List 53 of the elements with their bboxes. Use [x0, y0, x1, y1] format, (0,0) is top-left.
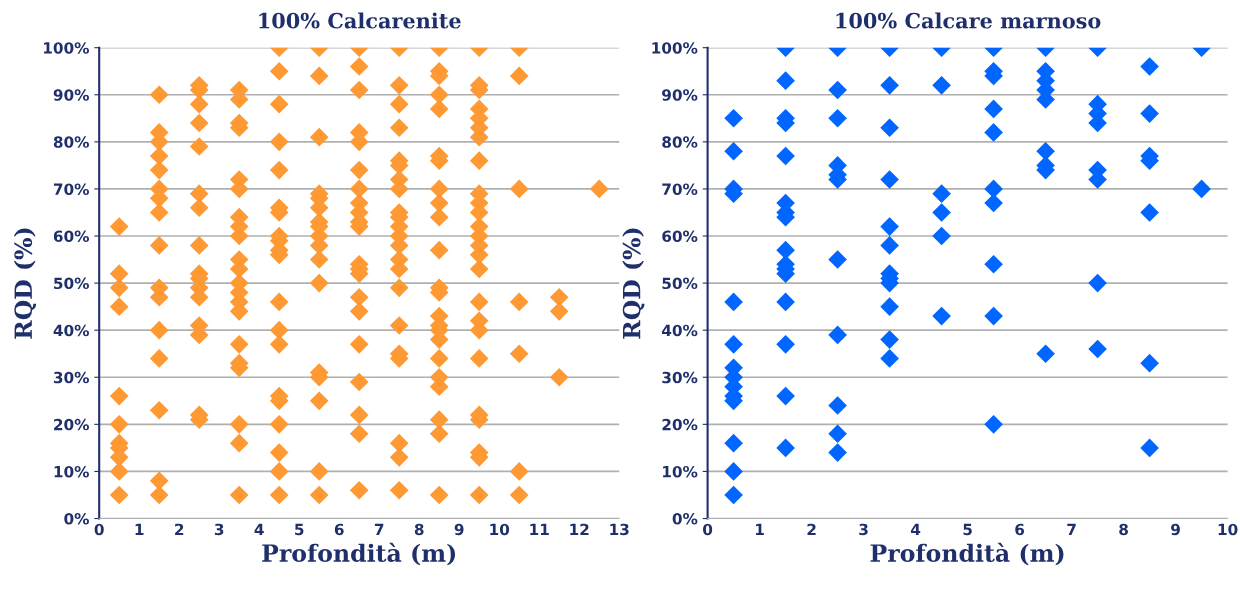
x-tick-label: 4 [910, 523, 921, 535]
y-tick-label: 10% [54, 465, 89, 478]
x-tick-label: 5 [963, 523, 972, 536]
x-axis-title: Profondità (m) [870, 542, 1064, 566]
x-tick-label: 2 [807, 523, 816, 535]
x-tick-label: 0 [703, 523, 713, 536]
y-axis-title: RQD (%) [622, 228, 645, 339]
y-tick-label: 20% [662, 418, 698, 431]
y-tick-label: 40% [662, 324, 698, 337]
y-tick-label: 70% [53, 183, 89, 195]
y-tick-label: 20% [54, 418, 89, 431]
y-tick-label: 10% [663, 465, 698, 478]
y-axis-title: RQD (%) [13, 228, 37, 339]
y-tick-label: 70% [662, 183, 698, 195]
x-tick-label: 6 [1015, 523, 1025, 536]
x-tick-label: 7 [374, 523, 384, 535]
x-tick-label: 8 [1119, 523, 1128, 536]
x-tick-label: 0 [94, 523, 104, 536]
x-tick-label: 12 [570, 523, 589, 535]
y-tick-label: 50% [662, 277, 698, 290]
y-tick-label: 80% [662, 136, 698, 148]
y-tick-label: 0% [672, 512, 698, 525]
x-tick-label: 5 [295, 523, 304, 536]
y-tick-label: 40% [53, 324, 89, 337]
x-tick-label: 3 [859, 523, 868, 536]
y-tick-label: 0% [64, 512, 89, 525]
x-tick-label: 3 [214, 523, 224, 536]
x-tick-label: 7 [1067, 523, 1076, 535]
x-tick-label: 13 [610, 523, 629, 536]
x-tick-label: 10 [490, 523, 510, 536]
x-tick-label: 8 [414, 523, 424, 536]
x-tick-label: 4 [254, 523, 264, 535]
y-tick-label: 90% [53, 89, 89, 101]
x-tick-label: 9 [454, 523, 464, 536]
x-tick-label: 10 [1218, 523, 1238, 536]
y-tick-label: 100% [44, 42, 89, 54]
x-tick-label: 11 [530, 523, 549, 535]
y-tick-label: 30% [662, 371, 698, 384]
chart-title: 100% Calcarenite [259, 12, 461, 29]
y-tick-label: 90% [662, 89, 698, 101]
y-tick-label: 50% [54, 277, 89, 290]
x-tick-label: 6 [334, 523, 344, 536]
x-tick-label: 1 [135, 523, 144, 535]
x-tick-label: 2 [175, 523, 184, 535]
x-tick-label: 1 [756, 523, 764, 535]
y-tick-label: 80% [53, 136, 89, 148]
y-tick-label: 30% [53, 371, 89, 384]
y-tick-label: 100% [652, 42, 698, 54]
x-axis-title: Profondità (m) [262, 542, 456, 566]
chart-title: 100% Calcare marnoso [836, 12, 1101, 29]
x-tick-label: 9 [1171, 523, 1180, 536]
y-tick-label: 60% [53, 230, 89, 243]
y-tick-label: 60% [662, 230, 698, 243]
